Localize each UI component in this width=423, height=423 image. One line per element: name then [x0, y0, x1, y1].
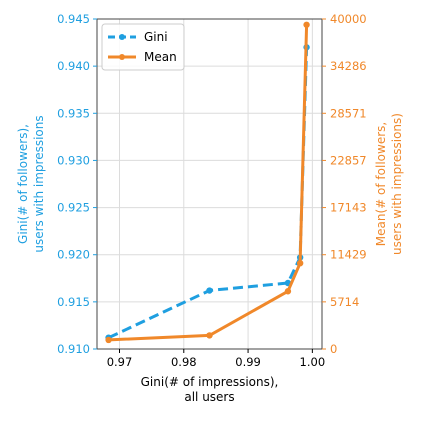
y-right-tick-label: 17143 [330, 201, 367, 215]
x-tick-label: 0.99 [235, 355, 261, 369]
axes: 0.97 0.98 0.99 1.00 0.910 0.915 0.920 0.925 0.93… [16, 12, 404, 404]
data-point-mean [105, 336, 112, 344]
y-left-tick-label: 0.915 [57, 295, 90, 309]
y-right-tick-label: 28571 [330, 106, 367, 120]
series-layer [105, 21, 310, 344]
x-tick-label: 0.97 [107, 355, 133, 369]
data-point-mean [206, 332, 213, 339]
legend-label-gini: Gini [144, 30, 168, 44]
y-right-tick-label: 34286 [330, 59, 367, 73]
data-point-gini [206, 287, 213, 294]
data-point-mean [303, 21, 310, 28]
series-line-gini [107, 47, 309, 340]
y-right-tick-label: 0 [330, 342, 337, 356]
x-axis-title: Gini(# of impressions), [141, 375, 279, 389]
legend-marker-mean [119, 54, 125, 60]
legend-label-mean: Mean [144, 50, 177, 64]
y-left-tick-label: 0.945 [57, 12, 90, 26]
data-point-mean [284, 288, 292, 295]
y-left-axis-title: Gini(# of followers), [16, 124, 30, 244]
y-left-tick-label: 0.920 [57, 248, 90, 262]
y-left-tick-label: 0.925 [57, 201, 90, 215]
data-point-mean [296, 260, 304, 267]
y-left-tick-label: 0.935 [57, 106, 90, 120]
y-right-axis-title: Mean(# of followers, [374, 122, 388, 246]
y-right-axis-title: users with impressions) [390, 113, 404, 255]
legend-marker-gini [119, 34, 125, 40]
x-axis-title: all users [184, 390, 234, 404]
y-left-axis-title: users with impressions [32, 115, 46, 252]
y-left-tick-label: 0.910 [57, 342, 90, 356]
y-right-tick-label: 40000 [330, 12, 367, 26]
x-tick-label: 1.00 [300, 355, 326, 369]
y-left-tick-label: 0.940 [57, 59, 90, 73]
legend: Gini Mean [101, 23, 185, 71]
y-left-tick-label: 0.930 [57, 153, 90, 167]
y-right-tick-label: 5714 [330, 295, 359, 309]
x-tick-label: 0.98 [171, 355, 197, 369]
y-right-tick-label: 11429 [330, 248, 367, 262]
y-right-tick-label: 22857 [330, 153, 367, 167]
